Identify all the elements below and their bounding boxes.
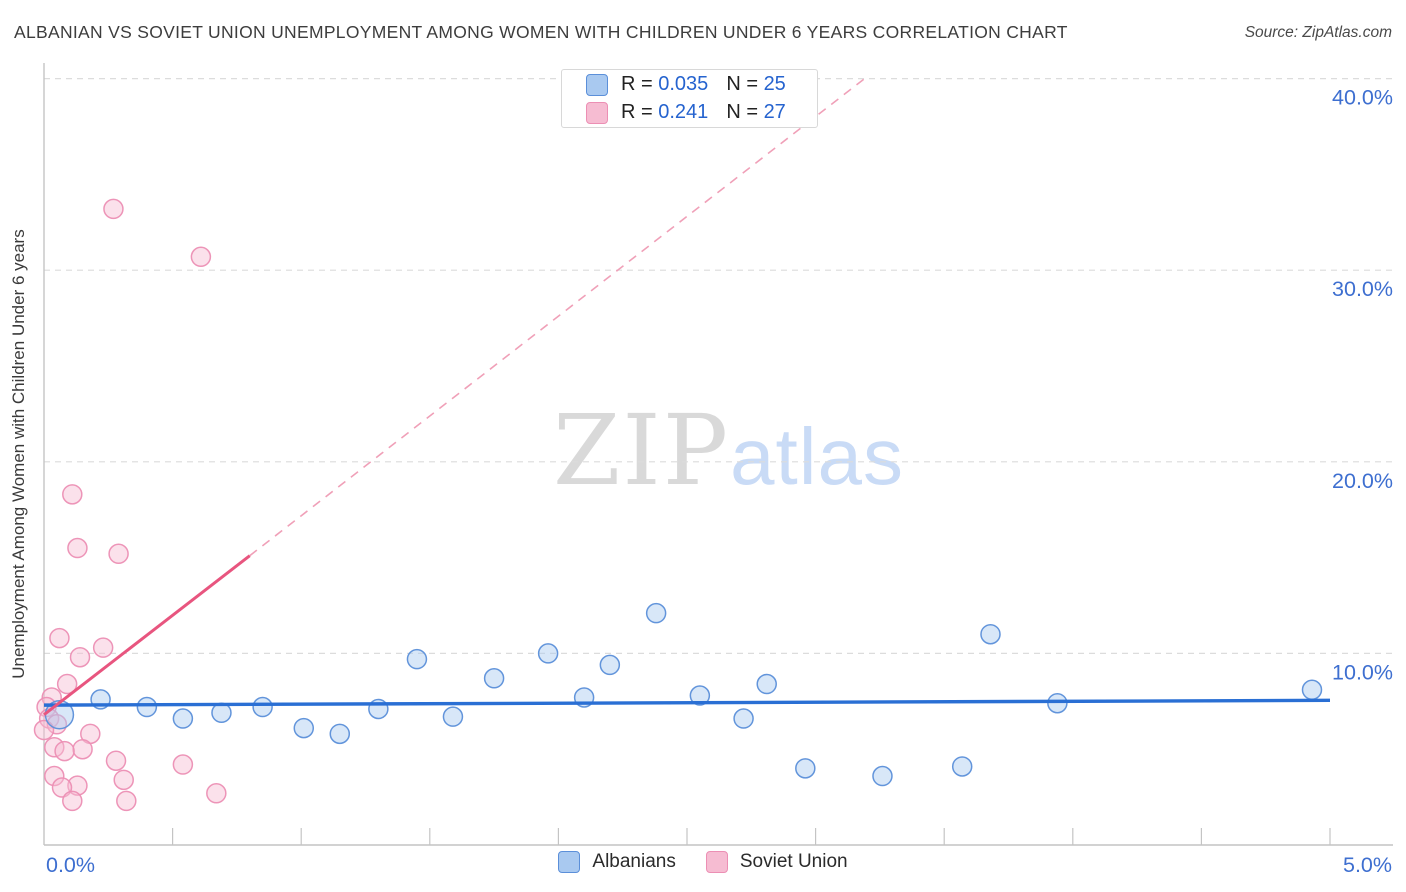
data-point-soviet-union[interactable] <box>92 637 114 658</box>
y-tick-label-20.0%: 20.0% <box>1332 469 1393 493</box>
data-point-albanians[interactable] <box>689 685 711 706</box>
data-point-albanians[interactable] <box>406 648 428 670</box>
legend-item-soviet-union[interactable]: Soviet Union <box>705 851 848 873</box>
data-point-albanians[interactable] <box>1301 679 1323 701</box>
data-point-soviet-union[interactable] <box>172 754 194 775</box>
data-point-soviet-union[interactable] <box>44 765 65 787</box>
x-tick-label-0.0%: 0.0% <box>46 853 95 877</box>
y-tick-label-30.0%: 30.0% <box>1332 277 1393 301</box>
albanians-trend-line-solid <box>43 698 1331 707</box>
x-tick-label-5.0%: 5.0% <box>1343 853 1392 877</box>
data-point-albanians[interactable] <box>980 623 1001 645</box>
data-point-soviet-union[interactable] <box>56 673 78 695</box>
data-point-soviet-union[interactable] <box>33 719 55 741</box>
data-point-soviet-union[interactable] <box>62 484 83 505</box>
data-point-albanians[interactable] <box>136 696 158 718</box>
data-point-albanians[interactable] <box>872 765 893 787</box>
data-point-soviet-union[interactable] <box>72 738 93 760</box>
r-label: R = <box>621 101 659 123</box>
soviet-union-trend-line-solid <box>43 554 251 716</box>
soviet-union-legend-stats: R = 0.241 N = 27 <box>621 101 786 124</box>
n-value: 25 <box>763 73 786 95</box>
soviet-union-trend-line-dashed <box>249 76 868 557</box>
data-point-albanians[interactable] <box>252 696 273 718</box>
data-point-albanians[interactable] <box>756 673 777 695</box>
albanians-swatch <box>558 851 581 873</box>
data-point-soviet-union[interactable] <box>113 769 134 791</box>
data-point-albanians[interactable] <box>1047 692 1068 714</box>
legend-item-albanians[interactable]: Albanians <box>558 851 676 873</box>
data-point-albanians[interactable] <box>645 602 667 624</box>
watermark-zip-text: ZIP <box>553 394 730 507</box>
zipatlas-watermark: ZIPatlas <box>553 394 904 507</box>
watermark-atlas-text: atlas <box>729 412 904 501</box>
data-point-soviet-union[interactable] <box>67 775 88 796</box>
albanians-legend-stats: R = 0.035 N = 25 <box>621 73 786 96</box>
albanians-legend-swatch <box>586 73 608 96</box>
n-value: 27 <box>763 101 786 123</box>
soviet-union-legend-swatch <box>586 101 608 124</box>
r-label: R = <box>621 73 659 95</box>
page-title: ALBANIAN VS SOVIET UNION UNEMPLOYMENT AM… <box>14 22 1068 42</box>
data-point-soviet-union[interactable] <box>49 627 70 649</box>
data-point-albanians[interactable] <box>599 654 621 676</box>
data-point-albanians[interactable] <box>733 708 754 729</box>
data-point-albanians[interactable] <box>329 723 351 745</box>
data-point-soviet-union[interactable] <box>116 790 137 812</box>
data-point-albanians[interactable] <box>483 668 505 689</box>
data-point-soviet-union[interactable] <box>103 198 124 220</box>
albanians-label: Albanians <box>592 851 676 872</box>
series-legend: Albanians Soviet Union <box>0 851 1406 873</box>
soviet-union-label: Soviet Union <box>739 851 848 872</box>
data-point-soviet-union[interactable] <box>67 537 88 559</box>
data-point-soviet-union[interactable] <box>51 777 73 798</box>
data-point-soviet-union[interactable] <box>105 750 127 771</box>
data-point-soviet-union[interactable] <box>69 646 91 668</box>
data-point-soviet-union[interactable] <box>206 783 227 804</box>
data-point-albanians[interactable] <box>172 708 194 729</box>
legend-row-albanians: R = 0.035 N = 25 <box>586 72 817 97</box>
data-point-soviet-union[interactable] <box>190 246 212 268</box>
legend-row-soviet-union: R = 0.241 N = 27 <box>586 100 817 125</box>
soviet-union-swatch <box>705 851 728 873</box>
r-value: 0.035 <box>658 73 709 95</box>
data-point-albanians[interactable] <box>951 756 973 777</box>
y-tick-label-40.0%: 40.0% <box>1332 86 1393 110</box>
r-value: 0.241 <box>658 101 709 123</box>
data-point-albanians[interactable] <box>537 643 559 664</box>
data-point-soviet-union[interactable] <box>108 543 129 565</box>
data-point-albanians[interactable] <box>293 717 315 739</box>
source-attribution: Source: ZipAtlas.com <box>1244 24 1392 41</box>
data-point-soviet-union[interactable] <box>54 740 75 762</box>
n-label: N = <box>726 101 764 123</box>
n-label: N = <box>726 73 764 95</box>
y-tick-label-10.0%: 10.0% <box>1332 660 1393 684</box>
data-point-albanians[interactable] <box>442 706 464 727</box>
data-point-soviet-union[interactable] <box>62 790 83 812</box>
correlation-legend-box: R = 0.035 N = 25 R = 0.241 N = 27 <box>561 69 818 128</box>
data-point-albanians[interactable] <box>795 758 816 779</box>
